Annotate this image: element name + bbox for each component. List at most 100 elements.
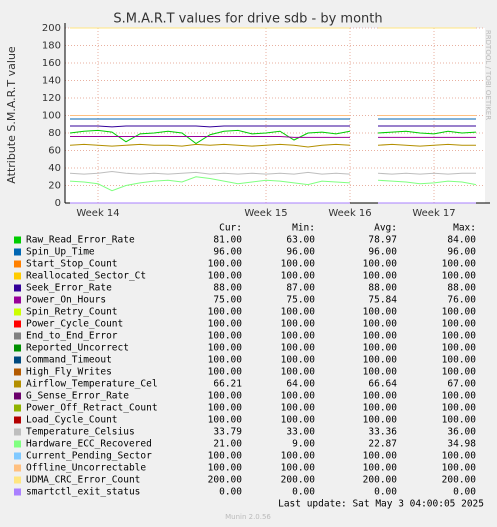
stats-value: 100.00 bbox=[208, 463, 243, 474]
stats-value: 100.00 bbox=[281, 403, 316, 414]
stats-value: 96.00 bbox=[368, 247, 397, 258]
stats-value: 100.00 bbox=[208, 343, 243, 354]
stats-value: 100.00 bbox=[281, 271, 316, 282]
stats-value: 100.00 bbox=[281, 367, 316, 378]
stats-value: 100.00 bbox=[442, 307, 477, 318]
stats-value: 100.00 bbox=[442, 367, 477, 378]
last-update: Last update: Sat May 3 04:00:05 2025 bbox=[278, 499, 484, 510]
y-tick-label: 180 bbox=[42, 41, 61, 52]
legend-swatch bbox=[14, 296, 21, 304]
stats-value: 100.00 bbox=[208, 391, 243, 402]
stats-value: 36.00 bbox=[447, 427, 476, 438]
stats-value: 0.00 bbox=[219, 487, 242, 498]
legend-swatch bbox=[14, 464, 21, 472]
stats-value: 75.84 bbox=[368, 295, 397, 306]
stats-value: 100.00 bbox=[442, 415, 477, 426]
stats-value: 100.00 bbox=[363, 463, 398, 474]
legend-swatch bbox=[14, 320, 21, 328]
stats-value: 100.00 bbox=[281, 343, 316, 354]
legend-label: Airflow_Temperature_Cel bbox=[26, 379, 158, 390]
x-tick-label: Week 16 bbox=[328, 208, 371, 219]
legend-label: End_to_End_Error bbox=[26, 331, 118, 342]
stats-value: 100.00 bbox=[363, 271, 398, 282]
stats-value: 100.00 bbox=[363, 307, 398, 318]
y-tick-label: 120 bbox=[42, 93, 61, 104]
stats-value: 84.00 bbox=[447, 235, 476, 246]
stats-value: 100.00 bbox=[442, 343, 477, 354]
stats-value: 100.00 bbox=[208, 367, 243, 378]
stats-value: 100.00 bbox=[208, 451, 243, 462]
series-line bbox=[69, 170, 476, 175]
stats-value: 0.00 bbox=[292, 487, 315, 498]
legend-label: High_Fly_Writes bbox=[26, 367, 112, 378]
series-line bbox=[70, 125, 476, 128]
stats-value: 100.00 bbox=[208, 355, 243, 366]
legend-label: Offline_Uncorrectable bbox=[26, 463, 146, 474]
stats-value: 0.00 bbox=[453, 487, 476, 498]
stats-value: 100.00 bbox=[281, 463, 316, 474]
x-tick-label: Week 17 bbox=[412, 208, 455, 219]
stats-value: 200.00 bbox=[363, 475, 398, 486]
stats-value: 81.00 bbox=[213, 235, 242, 246]
stats-value: 66.21 bbox=[213, 379, 242, 390]
stats-value: 9.00 bbox=[292, 439, 315, 450]
stats-value: 88.00 bbox=[213, 283, 242, 294]
stats-value: 100.00 bbox=[442, 391, 477, 402]
y-tick-label: 100 bbox=[42, 111, 61, 122]
legend-swatch bbox=[14, 356, 21, 364]
legend-swatch bbox=[14, 284, 21, 292]
stats-value: 100.00 bbox=[442, 259, 477, 270]
stats-value: 78.97 bbox=[368, 235, 397, 246]
legend-label: Start_Stop_Count bbox=[26, 259, 118, 270]
legend-label: Power_Cycle_Count bbox=[26, 319, 123, 330]
legend-swatch bbox=[14, 248, 21, 256]
legend-label: Raw_Read_Error_Rate bbox=[26, 235, 135, 246]
stats-value: 100.00 bbox=[363, 259, 398, 270]
y-tick-label: 20 bbox=[48, 181, 61, 192]
chart-title: S.M.A.R.T values for drive sdb - by mont… bbox=[113, 12, 382, 27]
stats-value: 100.00 bbox=[363, 331, 398, 342]
stats-value: 100.00 bbox=[208, 319, 243, 330]
stats-value: 100.00 bbox=[281, 331, 316, 342]
legend-swatch bbox=[14, 428, 21, 436]
legend-swatch bbox=[14, 440, 21, 448]
y-tick-label: 80 bbox=[48, 128, 61, 139]
stats-value: 100.00 bbox=[442, 355, 477, 366]
stats-value: 100.00 bbox=[281, 415, 316, 426]
x-tick-label: Week 15 bbox=[244, 208, 287, 219]
legend-label: Command_Timeout bbox=[26, 355, 112, 366]
stats-value: 75.00 bbox=[213, 295, 242, 306]
stats-value: 100.00 bbox=[442, 271, 477, 282]
stats-value: 96.00 bbox=[447, 247, 476, 258]
stats-value: 200.00 bbox=[208, 475, 243, 486]
stats-value: 64.00 bbox=[286, 379, 315, 390]
stats-value: 100.00 bbox=[363, 403, 398, 414]
legend-label: Load_Cycle_Count bbox=[26, 415, 118, 426]
legend-swatch bbox=[14, 272, 21, 280]
stats-value: 100.00 bbox=[281, 307, 316, 318]
stats-value: 100.00 bbox=[281, 259, 316, 270]
legend-label: Hardware_ECC_Recovered bbox=[26, 439, 152, 450]
y-tick-label: 60 bbox=[48, 146, 61, 157]
legend-label: Spin_Retry_Count bbox=[26, 307, 118, 318]
legend-swatch bbox=[14, 236, 21, 244]
stats-value: 0.00 bbox=[374, 487, 397, 498]
stats-value: 33.00 bbox=[286, 427, 315, 438]
stats-value: 100.00 bbox=[442, 319, 477, 330]
stats-header: Cur: bbox=[219, 223, 242, 234]
stats-value: 100.00 bbox=[281, 319, 316, 330]
legend-label: UDMA_CRC_Error_Count bbox=[26, 475, 140, 486]
legend-swatch bbox=[14, 344, 21, 352]
stats-value: 33.79 bbox=[213, 427, 242, 438]
y-tick-label: 140 bbox=[42, 76, 61, 87]
y-tick-label: 200 bbox=[42, 23, 61, 34]
stats-value: 100.00 bbox=[363, 367, 398, 378]
stats-value: 100.00 bbox=[208, 331, 243, 342]
stats-value: 34.98 bbox=[447, 439, 476, 450]
stats-value: 100.00 bbox=[442, 463, 477, 474]
legend-swatch bbox=[14, 476, 21, 484]
legend-swatch bbox=[14, 392, 21, 400]
legend-label: Current_Pending_Sector bbox=[26, 451, 152, 462]
stats-value: 100.00 bbox=[208, 403, 243, 414]
